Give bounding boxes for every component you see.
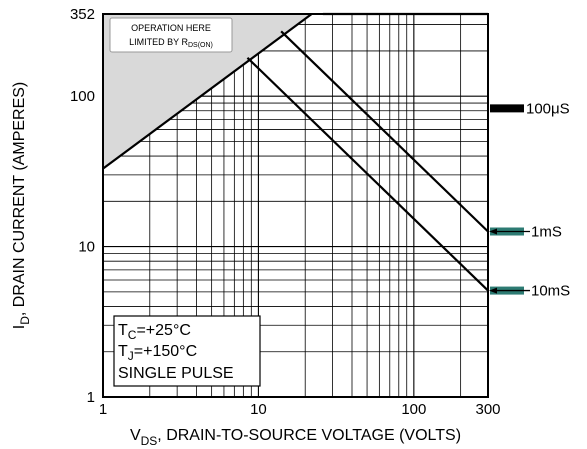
x-tick-label: 10 bbox=[250, 401, 267, 418]
y-tick-label: 352 bbox=[70, 6, 95, 23]
operation-note-box bbox=[109, 17, 233, 53]
curve-labels: 100μS 1mS 10mS bbox=[489, 100, 570, 300]
curve-1ms bbox=[280, 30, 489, 233]
y-axis-title: ID, DRAIN CURRENT (AMPERES) bbox=[11, 82, 32, 330]
operation-note: OPERATION HERE LIMITED BY RDS(ON) bbox=[109, 17, 233, 53]
conditions-box-frame bbox=[113, 315, 261, 387]
grid-lines bbox=[103, 14, 488, 397]
curve-label: 100μS bbox=[526, 100, 570, 117]
curve-marker-arrowhead bbox=[489, 287, 497, 294]
curve-label: 1mS bbox=[531, 224, 562, 241]
y-tick-label: 10 bbox=[78, 239, 95, 256]
condition-single-pulse: SINGLE PULSE bbox=[118, 365, 234, 382]
plot-frame bbox=[102, 13, 489, 398]
condition-junction-temp: TJ=+150°C bbox=[118, 343, 197, 363]
y-tick-label: 100 bbox=[70, 88, 95, 105]
x-tick-label: 300 bbox=[475, 401, 500, 418]
x-tick-label: 100 bbox=[401, 401, 426, 418]
y-tick-label: 1 bbox=[87, 389, 95, 406]
x-axis-title: VDS, DRAIN-TO-SOURCE VOLTAGE (VOLTS) bbox=[130, 427, 461, 448]
tick-labels: 1 10 100 300 1 10 100 352 bbox=[70, 6, 501, 418]
conditions-box: TC=+25°C TJ=+150°C SINGLE PULSE bbox=[113, 315, 261, 387]
curve-marker-arrowhead bbox=[489, 228, 497, 235]
curve-rds-on-limit bbox=[102, 13, 313, 170]
curve-marker bbox=[490, 104, 524, 113]
curve-label: 10mS bbox=[531, 283, 570, 300]
condition-case-temp: TC=+25°C bbox=[118, 322, 191, 342]
operation-note-line2: LIMITED BY RDS(ON) bbox=[129, 37, 213, 49]
x-tick-label: 1 bbox=[99, 401, 107, 418]
curve-10ms bbox=[246, 57, 489, 292]
operation-note-line1: OPERATION HERE bbox=[131, 23, 211, 33]
